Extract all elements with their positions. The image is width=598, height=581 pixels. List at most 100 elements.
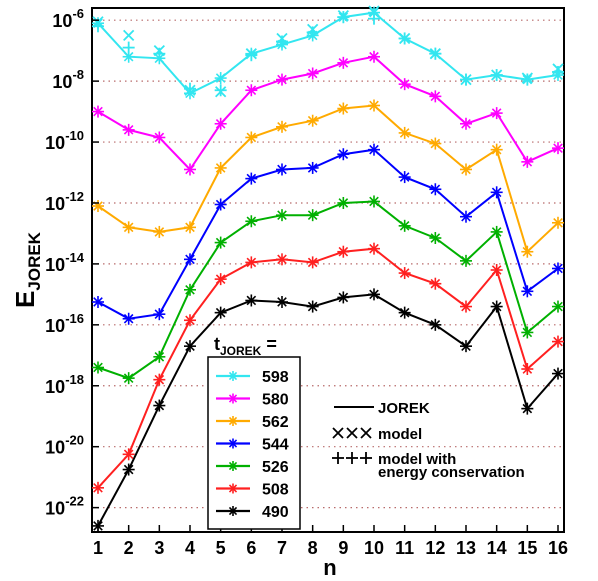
y-axis-title: EJOREK [10,231,44,308]
y-axis-title-main: E [10,291,40,308]
series-point-508 [460,300,472,313]
series-point-490 [490,300,503,313]
series-point-490 [276,295,288,308]
series-point-526 [368,195,380,208]
legend-title: tJOREK = [214,334,277,358]
series-point-562 [552,216,564,229]
legend-label-490: 490 [262,504,289,521]
series-point-544 [490,186,503,199]
series-point-508 [214,273,227,286]
series-point-580 [521,155,534,168]
legend-title-sub: JOREK [220,344,262,358]
series-point-580 [368,50,380,63]
legend-marker-544 [228,438,238,449]
x-tick-label: 9 [338,538,348,558]
series-point-490 [552,367,564,380]
x-tick-label: 10 [364,538,384,558]
series-point-544 [214,198,227,211]
series-point-526 [460,254,472,267]
series-point-580 [337,56,350,69]
series-point-562 [92,200,104,213]
x-tick-label: 13 [456,538,476,558]
series-line-544 [97,148,559,320]
series-point-490 [245,294,258,307]
model-point [368,5,380,17]
series-point-598 [214,72,227,85]
series-point-526 [122,372,135,385]
series-point-490 [398,306,411,319]
series-point-562 [276,120,288,133]
series-point-562 [398,126,411,139]
series-point-526 [92,361,104,374]
series-point-562 [245,131,258,144]
x-tick-label: 14 [487,538,507,558]
series-point-526 [245,215,258,228]
series-point-526 [398,219,411,232]
series-point-490 [337,291,350,304]
model-markers [92,5,564,98]
x-tick-label: 7 [277,538,287,558]
series-point-544 [153,308,166,321]
series-point-526 [490,225,503,238]
x-tick-labels: 1 2 3 4 5 6 7 8 9 10 11 12 13 14 15 16 [93,525,568,558]
style-legend-x-marker [346,427,358,439]
series-point-526 [429,232,442,245]
series-point-490 [122,463,135,476]
series-point-580 [306,67,319,80]
style-legend-plus-marker [360,452,372,464]
y-tick-label: 10-6 [52,6,84,31]
series-point-562 [460,163,472,176]
model-energy-point [521,73,534,86]
series-point-544 [122,312,135,325]
legend-label-562: 562 [262,414,289,431]
series-point-562 [368,99,380,112]
series-point-490 [306,300,319,313]
series-point-508 [368,242,380,255]
x-tick-label: 16 [548,538,568,558]
series-point-508 [398,267,411,280]
model-energy-point [460,73,472,86]
series-line-526 [97,200,559,380]
x-tick-label: 2 [124,538,134,558]
model-energy-point [214,84,227,97]
series-point-580 [92,105,104,118]
style-legend-x-marker [332,427,344,439]
series-point-508 [276,253,288,266]
series-point-580 [214,117,227,130]
series-point-526 [521,326,534,339]
series-point-508 [521,363,534,376]
series-point-526 [214,236,227,249]
series-point-490 [153,399,166,412]
series-point-580 [490,107,503,120]
series-point-580 [245,84,258,97]
series-point-544 [368,143,380,156]
x-axis-title: n [323,555,336,580]
style-legend-plus-marker [332,452,344,464]
series-point-580 [460,117,472,130]
series-point-544 [337,148,350,161]
series-point-526 [306,209,319,222]
series-point-562 [184,221,196,234]
series-line-490 [97,293,559,527]
series-point-490 [460,340,472,353]
x-tick-label: 15 [517,538,537,558]
series-point-562 [337,102,350,115]
series-lines [97,11,559,527]
series-point-544 [460,210,472,223]
series-point-562 [122,221,135,234]
series-point-580 [398,78,411,91]
style-legend-label: JOREK [378,400,430,417]
legend-title-suffix: = [261,334,277,354]
legend-marker-526 [228,461,238,471]
model-energy-point [337,11,350,24]
series-point-544 [92,295,104,308]
legend-marker-580 [228,393,238,404]
model-energy-point [153,47,166,60]
y-tick-label: 10-16 [45,311,84,336]
plot-frame [91,7,565,533]
model-energy-point [92,20,104,33]
legend-marker-562 [228,416,238,426]
series-point-544 [306,161,319,174]
